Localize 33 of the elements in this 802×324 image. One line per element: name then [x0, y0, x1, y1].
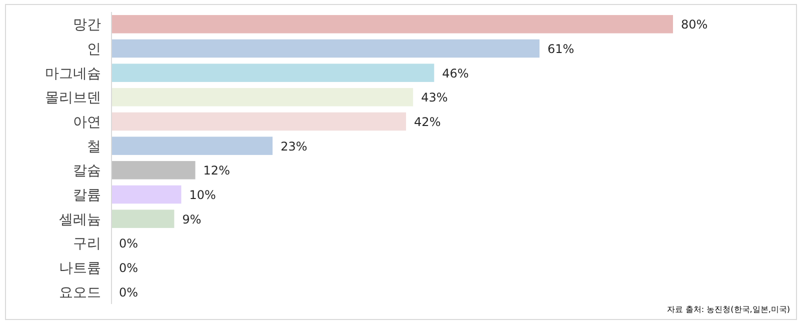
bar [111, 88, 414, 106]
bar [111, 15, 673, 34]
bar [111, 64, 434, 82]
y-tick-label: 칼슘 [73, 163, 101, 180]
bar [111, 161, 196, 180]
y-tick-label: 칼륨 [73, 188, 101, 204]
data-label: 61% [548, 42, 574, 56]
data-label: 80% [681, 18, 708, 32]
y-tick-label: 인 [87, 42, 101, 58]
y-tick-label: 구리 [73, 236, 101, 252]
data-label: 0% [119, 261, 138, 275]
y-tick-label: 철 [87, 138, 101, 155]
data-label: 0% [119, 285, 138, 300]
data-label: 12% [203, 164, 230, 178]
data-label: 9% [182, 212, 202, 226]
data-label: 23% [280, 139, 308, 154]
y-tick-label: 요오드 [59, 284, 101, 301]
y-tick-label: 아연 [73, 114, 101, 130]
data-label: 46% [442, 66, 469, 80]
bar [111, 39, 540, 58]
data-label: 43% [421, 90, 448, 105]
data-label: 42% [414, 115, 441, 129]
y-tick-label: 나트륨 [59, 260, 101, 276]
y-tick-label: 몰리브덴 [45, 90, 101, 106]
bar [111, 136, 273, 155]
data-label: 0% [119, 236, 138, 251]
y-tick-label: 마그네슘 [45, 66, 101, 82]
text: 자료 출처: 농진청(한국,일본,미국) [666, 305, 790, 314]
y-tick-label: 망간 [73, 17, 101, 34]
bar [111, 185, 182, 204]
bar [111, 112, 406, 131]
y-tick-label: 셀레늄 [59, 212, 101, 228]
data-label: 10% [189, 188, 216, 202]
